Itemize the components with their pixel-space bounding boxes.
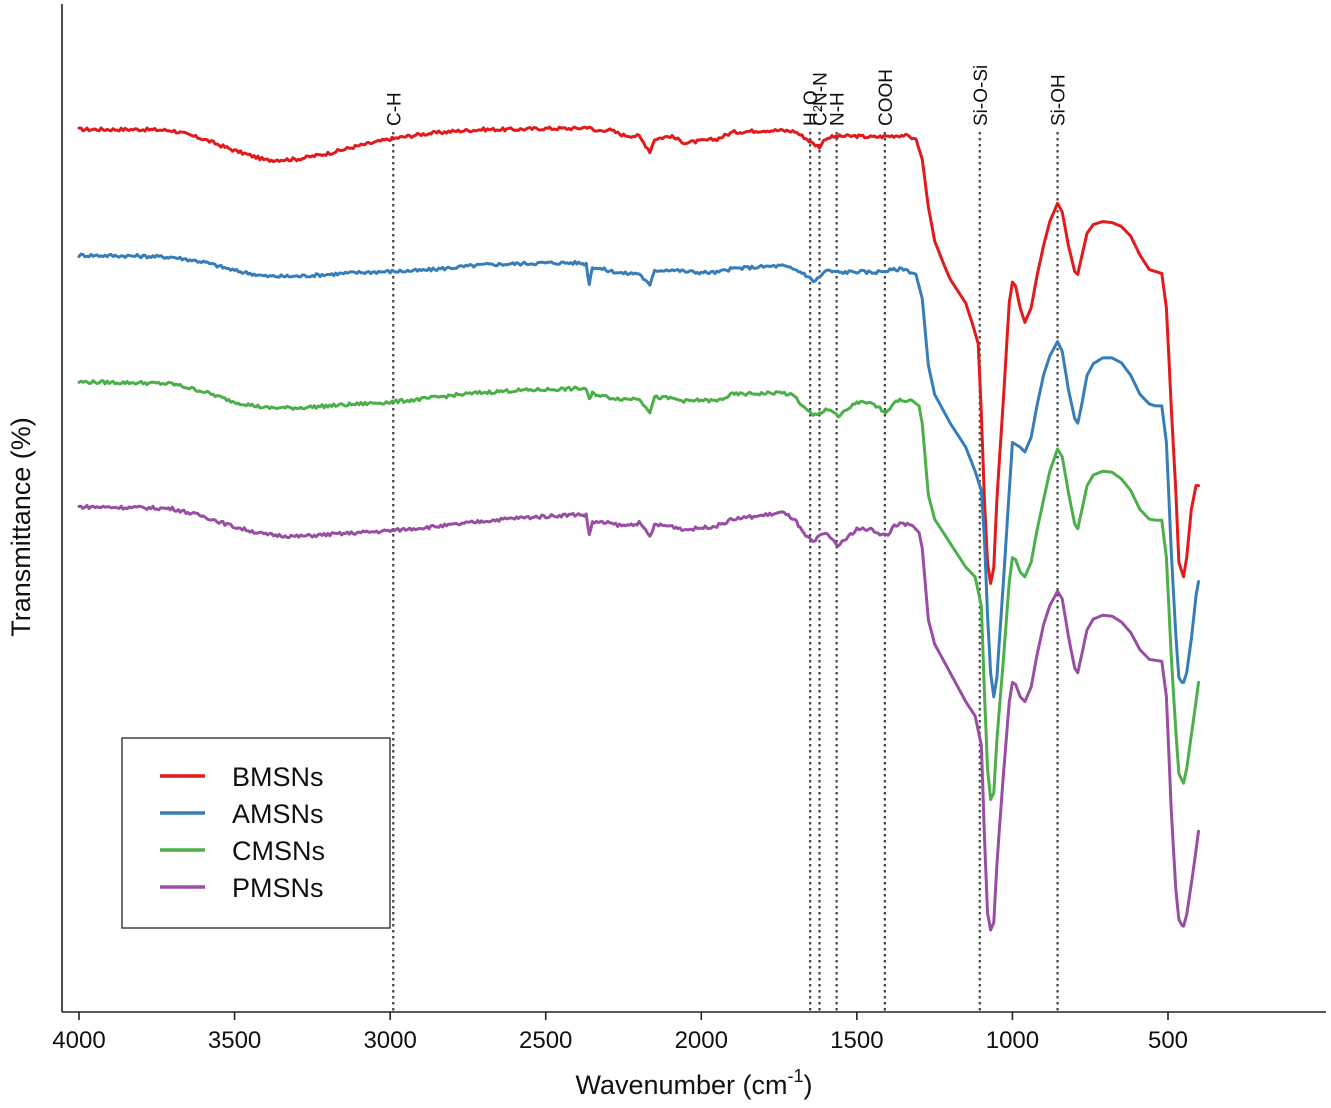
x-tick-label-3000: 3000 [363, 1027, 416, 1054]
annotation-label-main-5: Si-O-Si [971, 65, 992, 126]
annotation-label-sub-1: 2 [810, 105, 825, 112]
annotation-label-main-3: N-H [828, 92, 849, 126]
series-line-pmsns [77, 504, 1200, 932]
legend-entries: BMSNs AMSNs CMSNs PMSNs [160, 762, 325, 903]
x-tick-label-2000: 2000 [675, 1027, 728, 1054]
x-tick-label-500: 500 [1148, 1027, 1188, 1054]
legend-label-pmsns: PMSNs [232, 873, 324, 903]
annotation-label-main-1: H [801, 112, 822, 126]
x-axis-title-close: ) [804, 1070, 813, 1100]
legend-box [121, 737, 391, 929]
series-line-cmsns [77, 379, 1200, 801]
annotation-label-main-2: C-N-N [811, 72, 832, 126]
x-tick-label-2500: 2500 [519, 1027, 572, 1054]
axes [61, 4, 1326, 1013]
x-tick-label-3500: 3500 [208, 1027, 261, 1054]
legend-label-cmsns: CMSNs [232, 836, 325, 866]
series-layer [77, 125, 1200, 932]
x-axis-title: Wavenumber (cm-1) [575, 1066, 812, 1100]
annotation-label-main-4: COOH [876, 69, 897, 126]
y-axis-title: Transmittance (%) [6, 417, 36, 637]
x-ticks: 4000 3500 3000 2500 2000 1500 1000 500 [52, 1012, 1188, 1054]
x-axis-title-main: Wavenumber (cm [575, 1070, 787, 1100]
annotation-label-3: N-H [828, 92, 849, 126]
legend-label-bmsns: BMSNs [232, 762, 324, 792]
x-axis-title-superscript: -1 [788, 1066, 804, 1086]
annotation-label-6: Si-OH [1049, 74, 1070, 126]
x-tick-label-4000: 4000 [52, 1027, 105, 1054]
annotation-label-2: C-N-N [811, 72, 832, 126]
annotation-label-4: COOH [876, 69, 897, 126]
annotation-label-1: H2O [801, 90, 825, 126]
series-line-bmsns [77, 125, 1200, 585]
x-tick-label-1500: 1500 [830, 1027, 883, 1054]
annotation-label-0: C-H [384, 92, 405, 126]
legend: BMSNs AMSNs CMSNs PMSNs [121, 737, 391, 929]
legend-label-amsns: AMSNs [232, 799, 324, 829]
series-line-amsns [77, 252, 1200, 699]
annotation-label-tail-1: O [801, 90, 822, 105]
annotation-label-main-6: Si-OH [1049, 74, 1070, 126]
annotation-label-5: Si-O-Si [971, 65, 992, 126]
annotation-label-main-0: C-H [384, 92, 405, 126]
x-tick-label-1000: 1000 [986, 1027, 1039, 1054]
